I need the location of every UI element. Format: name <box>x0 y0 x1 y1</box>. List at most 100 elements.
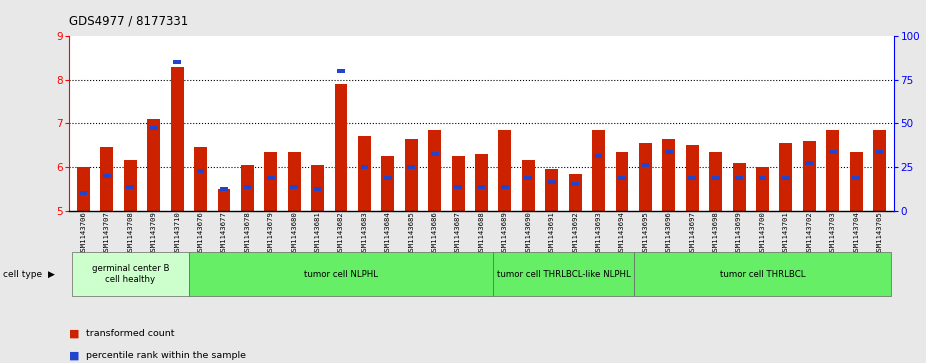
Bar <box>780 143 793 211</box>
Bar <box>194 147 207 211</box>
Bar <box>803 141 816 211</box>
Text: GSM1143696: GSM1143696 <box>666 211 672 255</box>
Bar <box>334 84 347 211</box>
Text: ▶: ▶ <box>48 270 55 278</box>
Text: cell type: cell type <box>3 270 42 278</box>
Bar <box>758 176 767 180</box>
Bar <box>594 154 603 158</box>
Bar <box>522 160 535 211</box>
Bar <box>732 163 745 211</box>
Bar <box>688 176 696 180</box>
Bar <box>639 143 652 211</box>
Text: GSM1143710: GSM1143710 <box>174 211 181 255</box>
Bar <box>170 67 183 211</box>
Bar <box>147 119 160 211</box>
Bar <box>571 183 579 186</box>
Bar <box>686 145 699 211</box>
Text: GSM1143704: GSM1143704 <box>853 211 859 255</box>
Bar <box>806 161 813 164</box>
Bar <box>220 187 228 191</box>
Bar <box>524 176 532 180</box>
Text: GSM1143678: GSM1143678 <box>244 211 250 255</box>
Bar <box>264 152 277 211</box>
Text: ■: ■ <box>69 351 80 361</box>
Bar <box>876 150 883 154</box>
Bar <box>101 147 113 211</box>
Text: GSM1143692: GSM1143692 <box>572 211 578 255</box>
Text: GSM1143703: GSM1143703 <box>830 211 836 255</box>
Text: GSM1143695: GSM1143695 <box>643 211 648 255</box>
Text: GSM1143690: GSM1143690 <box>525 211 532 255</box>
Text: GSM1143708: GSM1143708 <box>127 211 133 255</box>
Bar <box>712 176 720 180</box>
Text: GSM1143707: GSM1143707 <box>104 211 110 255</box>
Bar <box>592 130 605 211</box>
Bar <box>80 191 87 195</box>
Bar <box>291 185 298 188</box>
Text: GSM1143706: GSM1143706 <box>81 211 86 255</box>
Bar <box>662 139 675 211</box>
Text: GSM1143680: GSM1143680 <box>291 211 297 255</box>
Bar <box>852 176 860 180</box>
Text: GSM1143682: GSM1143682 <box>338 211 344 255</box>
Text: GSM1143693: GSM1143693 <box>595 211 602 255</box>
Bar <box>311 165 324 211</box>
Text: GSM1143701: GSM1143701 <box>782 211 789 255</box>
Text: germinal center B
cell healthy: germinal center B cell healthy <box>92 264 169 284</box>
Bar <box>384 176 392 180</box>
Text: tumor cell NLPHL: tumor cell NLPHL <box>304 270 378 278</box>
Bar <box>642 163 649 167</box>
Text: GSM1143685: GSM1143685 <box>408 211 414 255</box>
Bar <box>735 176 743 180</box>
Bar <box>569 174 582 211</box>
Bar <box>709 152 722 211</box>
Bar <box>405 139 418 211</box>
Text: GSM1143709: GSM1143709 <box>151 211 156 255</box>
Text: GSM1143700: GSM1143700 <box>759 211 766 255</box>
Bar <box>150 126 157 130</box>
Bar <box>756 167 769 211</box>
Bar <box>267 176 275 180</box>
Bar <box>360 165 369 169</box>
Bar <box>127 185 134 188</box>
Text: GSM1143676: GSM1143676 <box>197 211 204 255</box>
Text: transformed count: transformed count <box>86 330 175 338</box>
Bar <box>382 156 394 211</box>
Text: ■: ■ <box>69 329 80 339</box>
Text: GSM1143699: GSM1143699 <box>736 211 742 255</box>
Bar <box>548 180 556 184</box>
Text: GDS4977 / 8177331: GDS4977 / 8177331 <box>69 15 189 28</box>
Bar <box>782 176 790 180</box>
Bar <box>77 167 90 211</box>
Text: tumor cell THRLBCL: tumor cell THRLBCL <box>720 270 806 278</box>
Bar <box>829 150 836 154</box>
Bar <box>455 185 462 188</box>
Bar <box>665 150 672 154</box>
Bar <box>428 130 441 211</box>
Bar <box>498 130 511 211</box>
Text: tumor cell THRLBCL-like NLPHL: tumor cell THRLBCL-like NLPHL <box>496 270 631 278</box>
Bar <box>619 176 626 180</box>
Bar <box>189 252 494 296</box>
Bar <box>103 174 111 178</box>
Bar <box>873 130 886 211</box>
Text: GSM1143681: GSM1143681 <box>315 211 320 255</box>
Text: GSM1143694: GSM1143694 <box>619 211 625 255</box>
Bar <box>72 252 189 296</box>
Bar <box>124 160 137 211</box>
Text: GSM1143702: GSM1143702 <box>807 211 812 255</box>
Bar <box>314 187 321 191</box>
Bar <box>196 170 205 173</box>
Bar <box>431 152 439 156</box>
Text: GSM1143691: GSM1143691 <box>549 211 555 255</box>
Bar <box>478 185 485 188</box>
Text: GSM1143679: GSM1143679 <box>268 211 274 255</box>
Bar <box>288 152 301 211</box>
Text: GSM1143686: GSM1143686 <box>432 211 438 255</box>
Text: GSM1143698: GSM1143698 <box>713 211 719 255</box>
Bar <box>337 69 344 73</box>
Bar <box>358 136 371 211</box>
Bar <box>501 185 508 188</box>
Text: GSM1143697: GSM1143697 <box>689 211 695 255</box>
Bar <box>244 185 251 188</box>
